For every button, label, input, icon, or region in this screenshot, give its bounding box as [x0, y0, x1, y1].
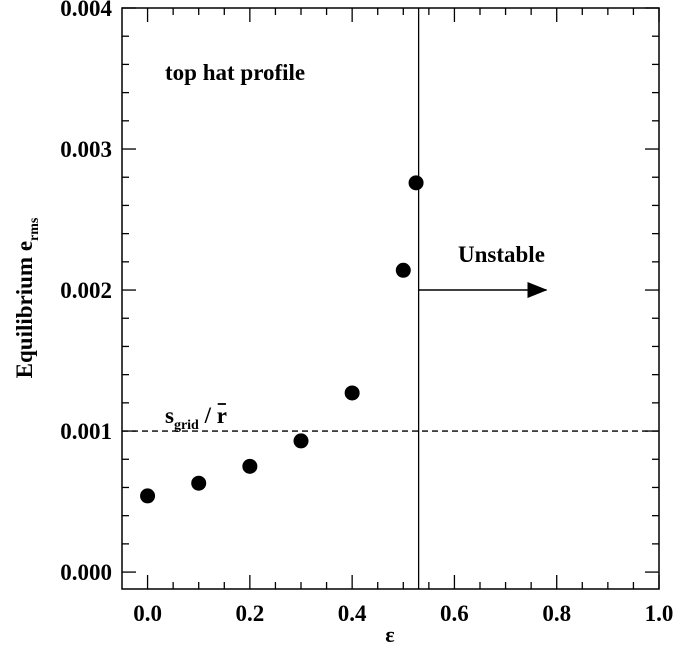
x-tick-label: 0.8 — [542, 601, 571, 626]
sgrid-rbar: r — [217, 403, 227, 428]
y-axis-title-main: Equilibrium e — [12, 241, 37, 378]
x-axis-title: ε — [385, 622, 394, 647]
data-point — [395, 262, 411, 278]
sgrid-slash: / — [199, 403, 217, 428]
plot-frame — [121, 7, 660, 590]
data-point — [344, 385, 360, 401]
x-tick-label: 0.0 — [133, 601, 162, 626]
y-tick-label: 0.003 — [60, 137, 112, 162]
sgrid-sub: grid — [174, 418, 199, 433]
x-tick-label: 1.0 — [645, 601, 674, 626]
y-axis-title-sub: rms — [27, 217, 42, 241]
y-tick-label: 0.002 — [60, 278, 112, 303]
annotation-profile: top hat profile — [165, 60, 305, 85]
data-points — [140, 175, 424, 504]
y-tick-label: 0.004 — [60, 0, 112, 21]
svg-text:sgrid / r: sgrid / r — [165, 403, 227, 433]
x-tick-label: 0.2 — [235, 601, 264, 626]
data-point — [408, 175, 424, 191]
data-point — [242, 458, 258, 474]
data-point — [191, 475, 207, 491]
annotation-unstable: Unstable — [458, 242, 545, 267]
y-axis-title: Equilibrium erms — [12, 217, 42, 378]
y-tick-label: 0.000 — [60, 560, 112, 585]
x-tick-label: 0.6 — [440, 601, 469, 626]
y-tick-label: 0.001 — [60, 419, 112, 444]
annotation-sgrid: sgrid / r — [165, 403, 227, 433]
axis-ticks — [122, 7, 660, 589]
axis-tick-labels: 0.0 0.2 0.4 0.6 0.8 1.0 0.000 0.001 0.002 0.003 0.… — [60, 0, 673, 626]
sgrid-s: s — [165, 403, 174, 428]
data-point — [293, 433, 309, 449]
data-point — [140, 488, 156, 504]
x-tick-label: 0.4 — [338, 601, 367, 626]
